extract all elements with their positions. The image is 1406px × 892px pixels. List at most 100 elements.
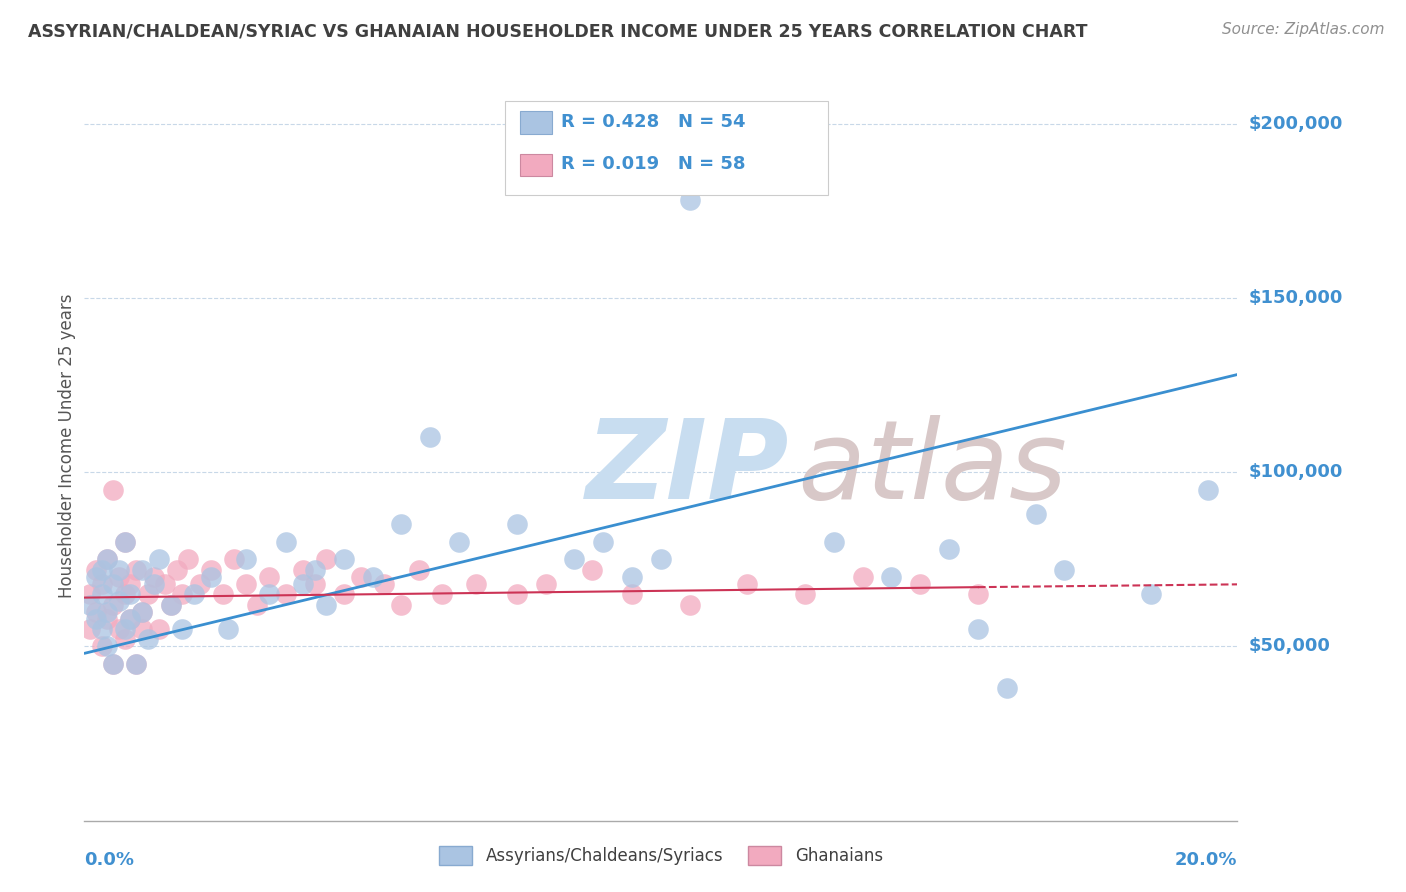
Text: atlas: atlas [586, 415, 1067, 522]
Point [125, 657, 148, 671]
Point [108, 570, 131, 584]
Point [391, 517, 413, 532]
Point [315, 598, 337, 612]
Point [304, 576, 326, 591]
Point [90, 576, 112, 591]
Point [506, 587, 529, 601]
Point [465, 576, 488, 591]
Point [125, 563, 148, 577]
Point [1025, 507, 1047, 521]
Point [84, 570, 107, 584]
Point [108, 622, 131, 636]
Point [183, 587, 205, 601]
Point [246, 598, 269, 612]
Point [177, 552, 200, 566]
Point [621, 587, 644, 601]
Point [79, 622, 101, 636]
Point [125, 657, 148, 671]
Point [621, 570, 644, 584]
Point [136, 587, 159, 601]
FancyBboxPatch shape [520, 112, 553, 134]
Point [114, 622, 136, 636]
Point [880, 570, 903, 584]
Text: $100,000: $100,000 [1249, 463, 1343, 481]
Point [257, 570, 280, 584]
Point [506, 517, 529, 532]
Point [166, 563, 188, 577]
Point [103, 598, 124, 612]
Point [224, 552, 246, 566]
Point [592, 534, 614, 549]
Point [103, 657, 124, 671]
Point [79, 598, 101, 612]
Point [315, 552, 337, 566]
Text: $150,000: $150,000 [1249, 289, 1343, 307]
Point [131, 563, 153, 577]
Point [679, 194, 702, 208]
Point [142, 570, 165, 584]
Point [142, 576, 165, 591]
Point [292, 563, 315, 577]
Point [188, 576, 211, 591]
Point [304, 563, 326, 577]
Text: 0.0%: 0.0% [84, 851, 135, 869]
Point [84, 605, 107, 619]
Point [967, 587, 990, 601]
Point [172, 587, 194, 601]
Point [292, 576, 315, 591]
Point [131, 605, 153, 619]
Point [108, 563, 131, 577]
FancyBboxPatch shape [505, 102, 828, 195]
Point [852, 570, 875, 584]
Point [120, 576, 142, 591]
Point [172, 622, 194, 636]
Point [276, 587, 298, 601]
Point [910, 576, 932, 591]
Point [90, 622, 112, 636]
Point [564, 552, 586, 566]
Point [373, 576, 395, 591]
Point [131, 622, 153, 636]
Point [96, 552, 118, 566]
Point [211, 587, 233, 601]
FancyBboxPatch shape [520, 153, 553, 177]
Point [1140, 587, 1163, 601]
Point [120, 611, 142, 625]
Text: R = 0.019   N = 58: R = 0.019 N = 58 [561, 154, 745, 172]
Point [96, 605, 118, 619]
Point [131, 605, 153, 619]
Point [96, 552, 118, 566]
Point [967, 622, 990, 636]
Text: $200,000: $200,000 [1249, 115, 1343, 133]
Point [333, 587, 356, 601]
Point [408, 563, 430, 577]
Point [96, 640, 118, 654]
Point [160, 598, 183, 612]
Point [84, 563, 107, 577]
Point [218, 622, 240, 636]
Point [90, 563, 112, 577]
Point [430, 587, 453, 601]
Point [90, 640, 112, 654]
Text: 20.0%: 20.0% [1175, 851, 1237, 869]
Point [995, 681, 1018, 696]
Point [235, 576, 257, 591]
Point [160, 598, 183, 612]
Point [1053, 563, 1076, 577]
Point [534, 576, 557, 591]
Point [679, 598, 702, 612]
Point [108, 594, 131, 608]
Y-axis label: Householder Income Under 25 years: Householder Income Under 25 years [58, 293, 76, 599]
Point [200, 570, 222, 584]
Text: Source: ZipAtlas.com: Source: ZipAtlas.com [1222, 22, 1385, 37]
Legend: Assyrians/Chaldeans/Syriacs, Ghanaians: Assyrians/Chaldeans/Syriacs, Ghanaians [439, 846, 883, 864]
Point [794, 587, 817, 601]
Text: $50,000: $50,000 [1249, 638, 1330, 656]
Point [120, 611, 142, 625]
Point [153, 576, 176, 591]
Point [136, 632, 159, 647]
Point [350, 570, 373, 584]
Point [276, 534, 298, 549]
Point [257, 587, 280, 601]
Point [361, 570, 384, 584]
